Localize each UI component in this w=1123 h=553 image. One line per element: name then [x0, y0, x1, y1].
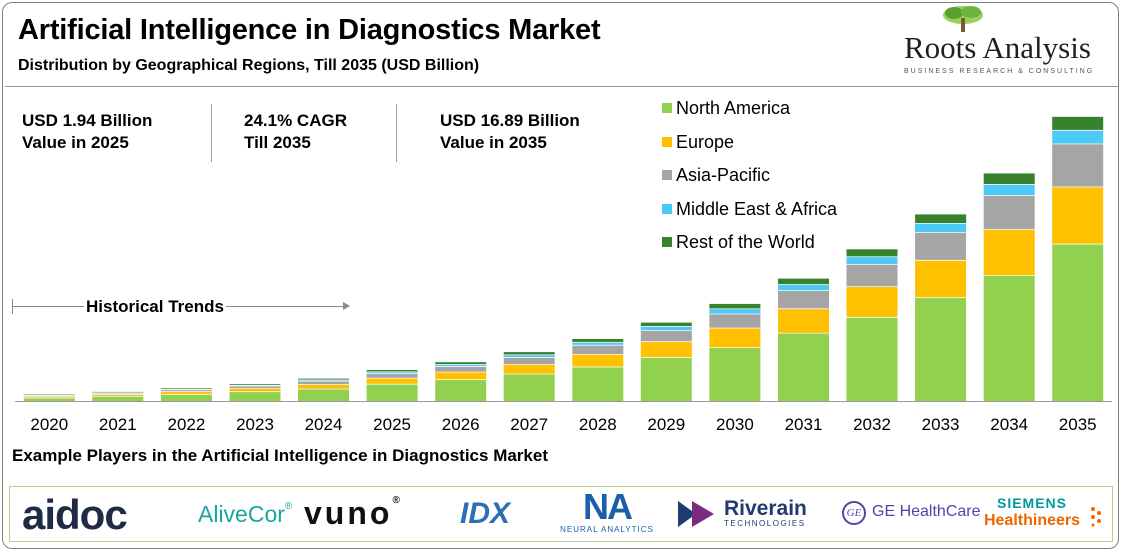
player-logo-alivecor: AliveCor®	[198, 501, 292, 528]
legend-swatch	[662, 103, 672, 113]
stat-line: Value in 2025	[22, 133, 129, 152]
player-name: vuno	[304, 495, 393, 531]
player-name: SIEMENS	[996, 495, 1067, 511]
legend-label: Rest of the World	[676, 232, 815, 252]
legend-label: North America	[676, 98, 791, 118]
legend-swatch	[662, 136, 672, 147]
player-name: aidoc	[22, 491, 128, 538]
stat-cagr: 24.1% CAGR Till 2035	[244, 110, 347, 154]
stat-divider	[211, 104, 212, 162]
arrow-right-icon	[343, 302, 350, 310]
player-name: IDX	[460, 497, 511, 530]
legend-swatch	[662, 237, 672, 247]
player-logo-siemens-healthineers: SIEMENS Healthineers	[976, 495, 1088, 531]
legend-swatch	[662, 203, 672, 214]
player-name: AliveCor	[198, 501, 285, 527]
player-subname: Healthineers	[983, 512, 1081, 529]
registered-mark: ®	[284, 501, 293, 512]
page-subtitle: Distribution by Geographical Regions, Ti…	[18, 57, 480, 74]
logo-name: Roots Analysis	[904, 30, 1091, 65]
registered-mark: ®	[392, 495, 400, 506]
legend-swatch	[662, 170, 672, 180]
logo-tagline: BUSINESS RESEARCH & CONSULTING	[904, 68, 1095, 75]
player-logo-idx: IDX	[460, 497, 510, 531]
players-strip: aidoc AliveCor® vuno® IDX NA NEURAL ANAL…	[9, 486, 1113, 542]
player-name: Riverain	[724, 497, 807, 520]
stat-line: Till 2035	[244, 133, 311, 152]
player-logo-aidoc: aidoc	[22, 491, 128, 539]
historical-trends-label: Historical Trends	[84, 297, 226, 317]
stat-2025-value: USD 1.94 Billion Value in 2025	[22, 110, 152, 154]
stat-line: 24.1% CAGR	[244, 111, 347, 130]
player-name: GE HealthCare	[872, 503, 981, 520]
historical-trends-marker: Historical Trends	[12, 296, 352, 318]
legend-label: Middle East & Africa	[676, 198, 838, 219]
players-title: Example Players in the Artificial Intell…	[12, 446, 548, 465]
stat-2035-value: USD 16.89 Billion Value in 2035	[440, 110, 580, 154]
player-subname: NEURAL ANALYTICS	[560, 525, 654, 534]
player-logo-vuno: vuno®	[304, 495, 400, 532]
header-divider	[5, 86, 1118, 87]
stat-line: Value in 2035	[440, 133, 547, 152]
riverain-text: Riverain TECHNOLOGIES	[724, 497, 807, 528]
ge-monogram-icon: GE	[842, 501, 866, 525]
roots-analysis-logo: Roots Analysis BUSINESS RESEARCH & CONSU…	[898, 6, 1108, 80]
stat-divider	[396, 104, 397, 162]
legend-label: Asia-Pacific	[676, 165, 771, 185]
stat-line: USD 1.94 Billion	[22, 111, 153, 130]
legend-label: Europe	[676, 131, 735, 152]
page-title: Artificial Intelligence in Diagnostics M…	[18, 14, 601, 46]
stat-line: USD 16.89 Billion	[440, 111, 580, 130]
player-subname: TECHNOLOGIES	[724, 519, 806, 528]
tree-icon	[943, 6, 983, 32]
player-logo-neural-analytics: NA NEURAL ANALYTICS	[546, 486, 668, 535]
player-name: NA	[583, 486, 633, 527]
siemens-dots-icon	[1091, 507, 1101, 527]
riverain-mark-icon	[678, 501, 714, 527]
